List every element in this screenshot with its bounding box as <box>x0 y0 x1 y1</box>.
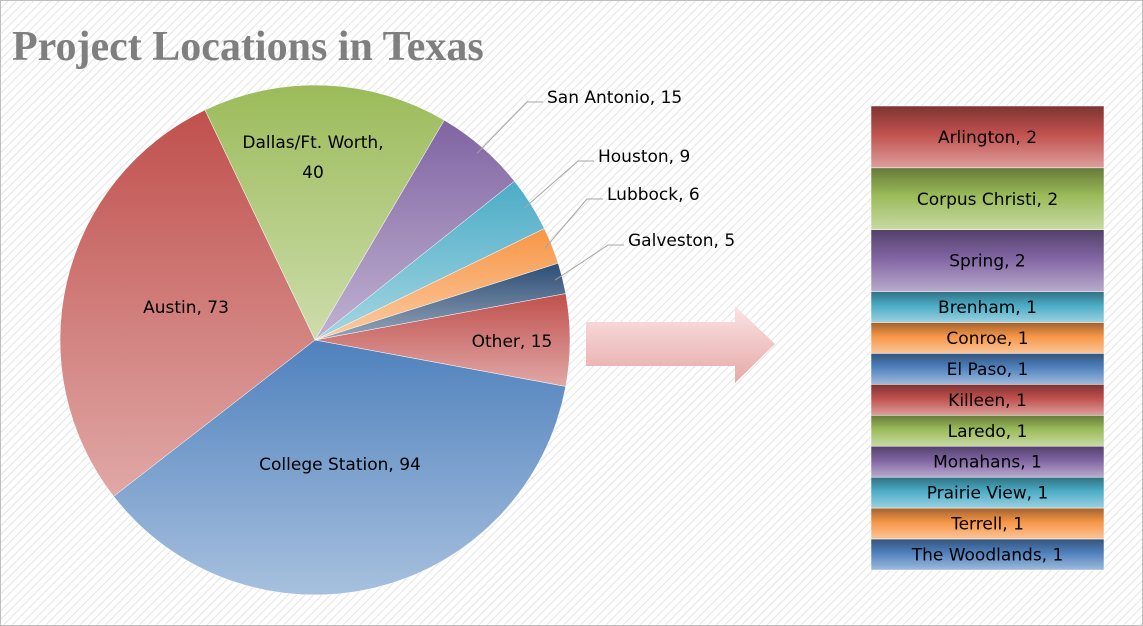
bar-segment <box>870 507 1105 540</box>
data-label: Laredo, 1 <box>948 422 1028 442</box>
data-label: Prairie View, 1 <box>927 484 1049 504</box>
leader-line <box>523 160 594 209</box>
bar-segment <box>870 229 1105 292</box>
bar-segment <box>870 105 1105 169</box>
bar-segment <box>870 476 1105 509</box>
data-label: Austin, 73 <box>143 298 229 318</box>
bar-segment <box>870 415 1105 447</box>
bar-segment <box>870 353 1105 385</box>
data-label: Galveston, 5 <box>628 231 735 251</box>
leader-line <box>476 101 543 154</box>
pie-slice <box>314 262 567 341</box>
data-label: Brenham, 1 <box>938 298 1037 318</box>
data-label: Killeen, 1 <box>948 391 1027 411</box>
data-label: The Woodlands, 1 <box>911 546 1064 566</box>
pie-slice <box>204 84 445 341</box>
bar-segment <box>870 384 1105 416</box>
data-label: San Antonio, 15 <box>547 88 682 108</box>
data-label: Spring, 2 <box>949 252 1025 272</box>
leader-line <box>554 244 624 281</box>
connector-arrow <box>586 306 775 383</box>
data-label: Dallas/Ft. Worth, 40 <box>242 133 383 183</box>
pie-slice <box>113 339 567 596</box>
pie-slice <box>59 109 316 497</box>
chart-title: Project Locations in Texas <box>12 24 484 70</box>
bar-segment <box>870 446 1105 478</box>
data-label: Other, 15 <box>472 332 553 352</box>
leader-line <box>544 198 603 249</box>
bar-segment <box>870 167 1105 230</box>
data-label: Terrell, 1 <box>950 515 1024 535</box>
data-label: Corpus Christi, 2 <box>917 190 1058 210</box>
data-label: Arlington, 2 <box>938 128 1037 148</box>
bar-segment <box>870 538 1105 571</box>
data-label: Lubbock, 6 <box>607 185 700 205</box>
data-label: Monahans, 1 <box>933 453 1042 473</box>
data-label: Conroe, 1 <box>946 329 1028 349</box>
bar-segment <box>870 322 1105 354</box>
data-label: El Paso, 1 <box>947 360 1029 380</box>
data-label: Houston, 9 <box>598 147 690 167</box>
data-label: College Station, 94 <box>259 455 421 475</box>
